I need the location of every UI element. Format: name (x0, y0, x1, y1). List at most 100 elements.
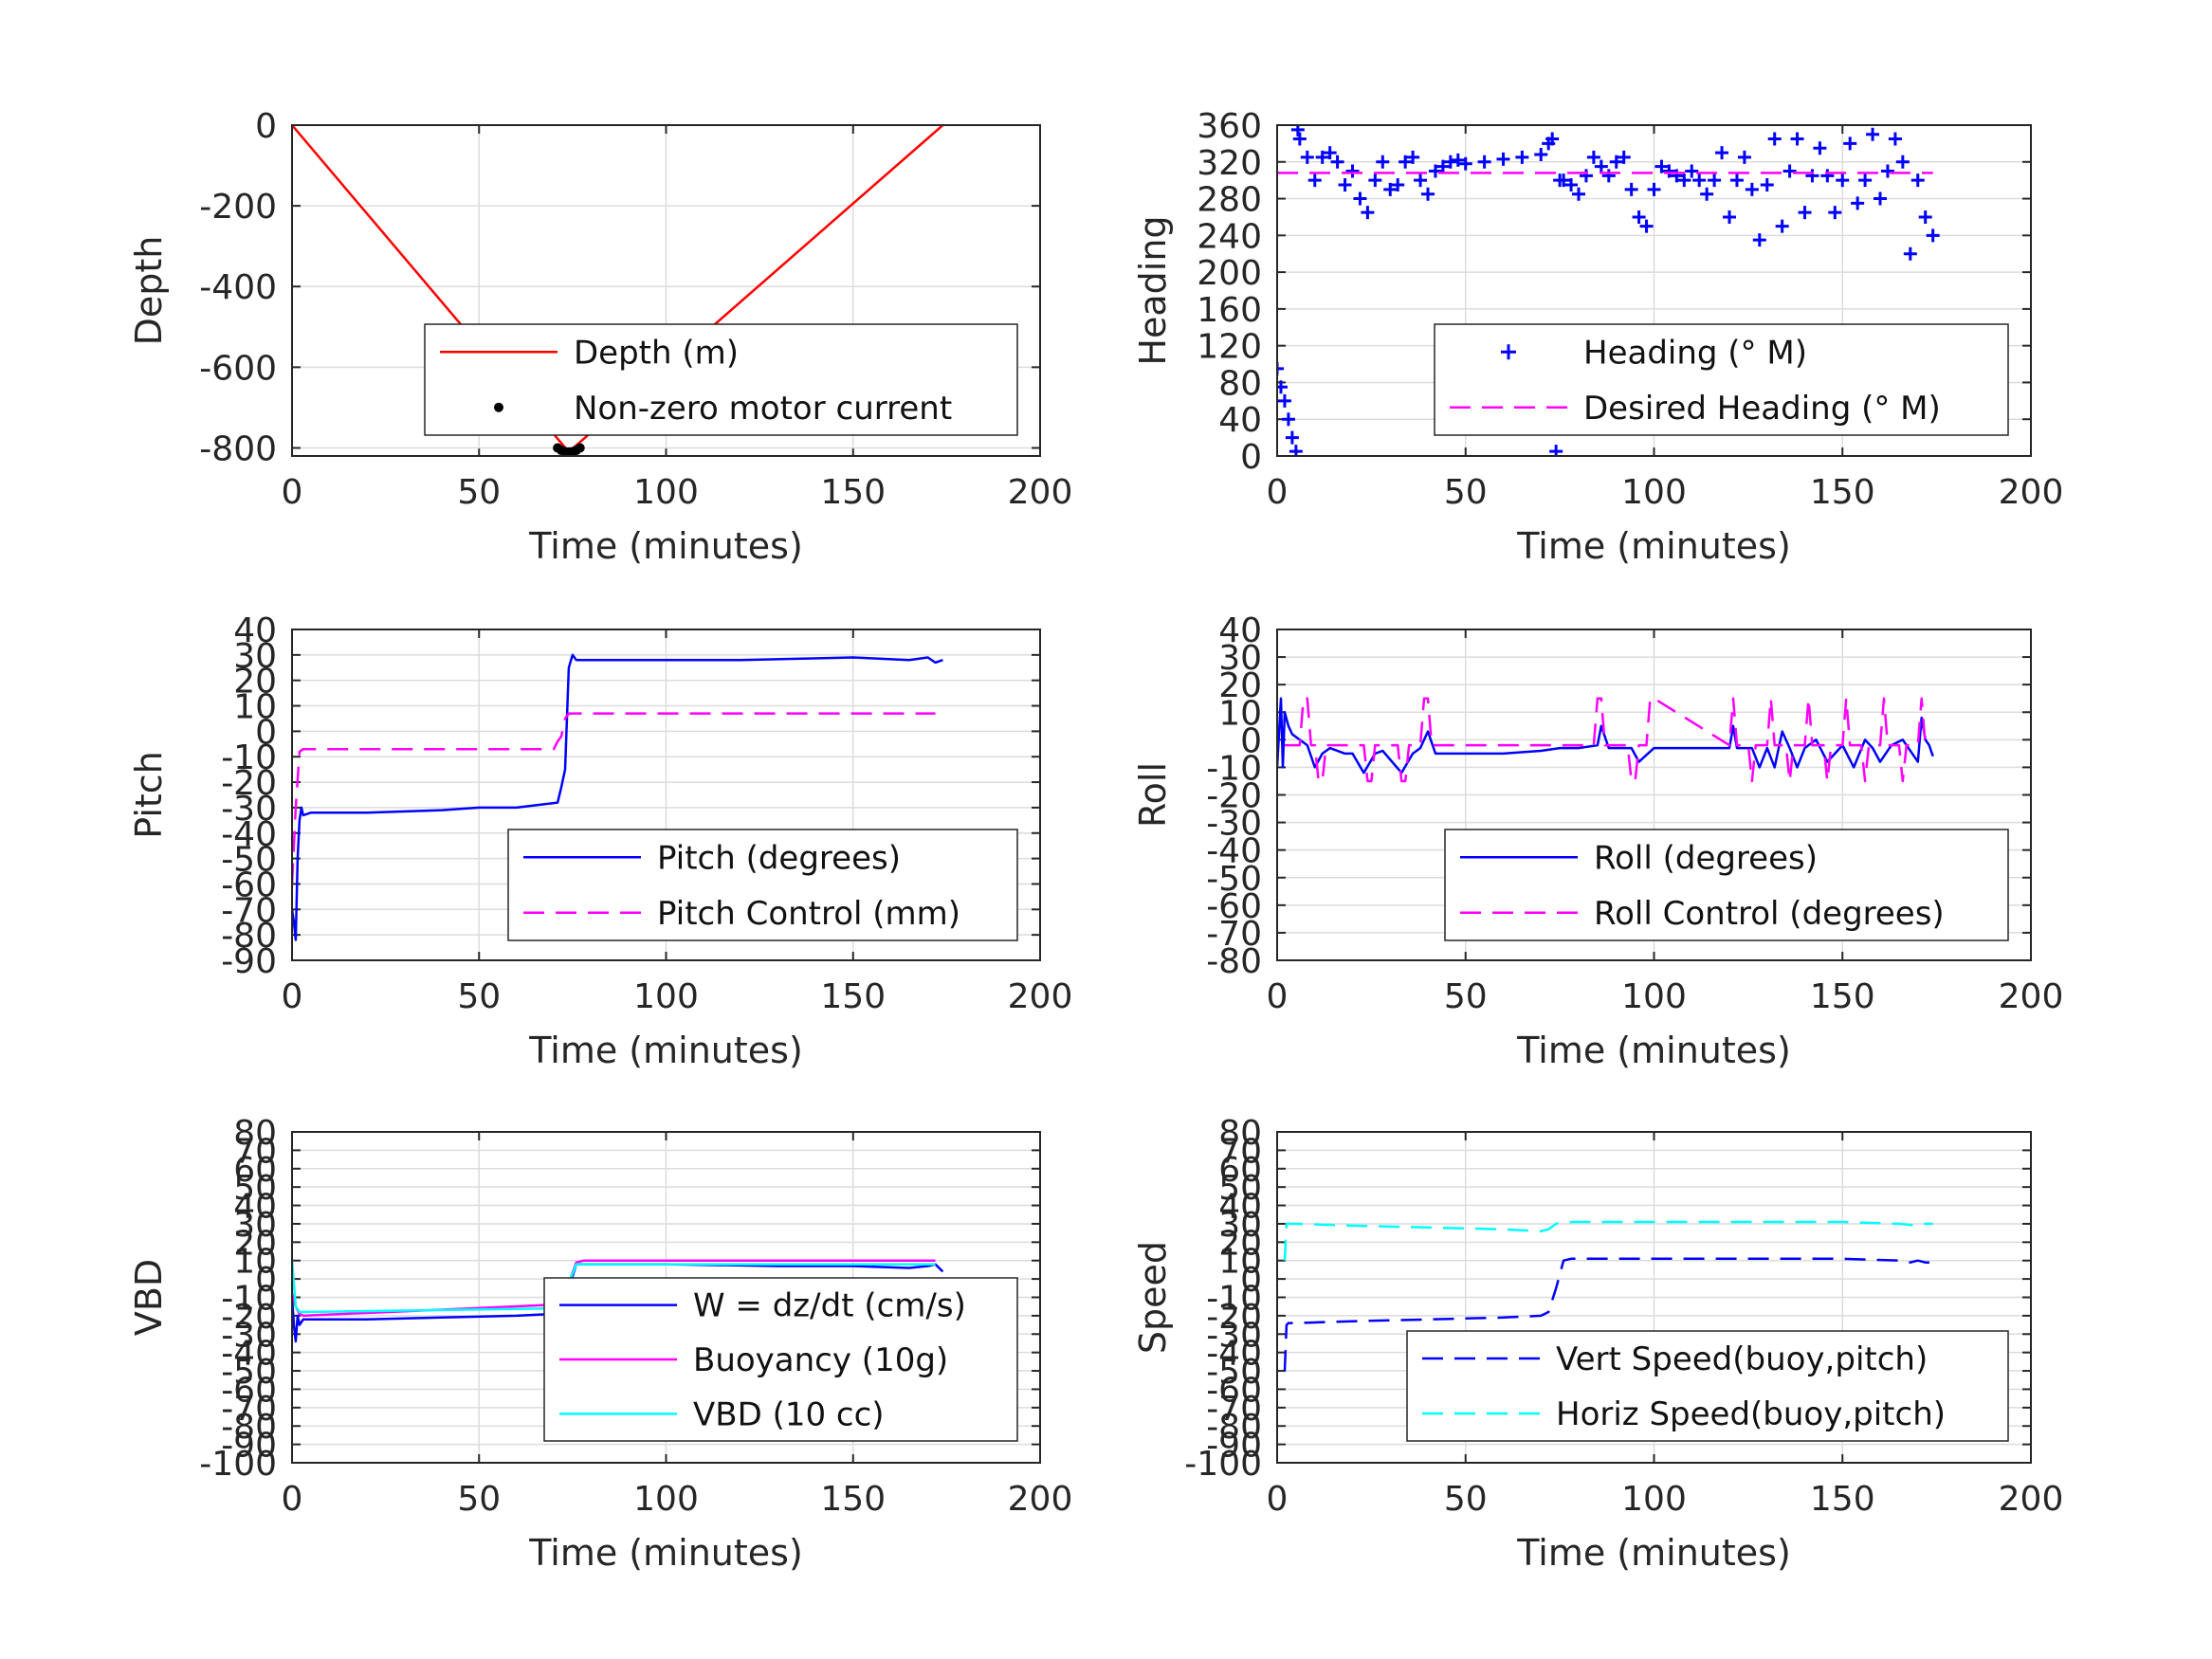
x-axis-label: Time (minutes) (1516, 1532, 1791, 1574)
y-tick-label: -30 (221, 790, 277, 829)
x-axis-label: Time (minutes) (528, 1532, 803, 1574)
legend-swatch (494, 402, 503, 412)
x-tick-label: 50 (457, 1480, 501, 1519)
series-1-point (1435, 159, 1450, 173)
y-tick-label: -90 (221, 942, 277, 981)
x-tick-label: 200 (1008, 1480, 1073, 1519)
y-tick-label: 40 (1218, 611, 1262, 650)
y-tick-label: 60 (233, 1151, 277, 1190)
x-tick-label: 200 (1999, 473, 2064, 512)
series-1-point (1443, 155, 1457, 169)
y-tick-label: 20 (233, 663, 277, 702)
series-1-point (1662, 164, 1676, 178)
series-1-point (1609, 155, 1623, 169)
series-1-point (1300, 150, 1314, 164)
panel-depth: 0 50 100 150 200 0 -200 -400 -600 -800 Time (minut… (128, 107, 1072, 567)
y-tick-label: -60 (221, 866, 277, 904)
series-layer (1277, 697, 1934, 783)
y-tick-label: -70 (1206, 915, 1262, 954)
series-1-point (1926, 228, 1940, 243)
y-tick-label: -10 (221, 738, 277, 777)
series-1-point (1903, 246, 1917, 261)
panel-heading: 0 50 100 150 20004080120160200240280320360Ti… (1132, 107, 2063, 567)
y-tick-label: 40 (233, 611, 277, 650)
series-1-point (1775, 219, 1789, 233)
series-1-point (1805, 169, 1819, 183)
y-tick-label: -400 (199, 268, 277, 307)
series-1-point (1414, 173, 1428, 188)
y-tick-label: 40 (1218, 1188, 1262, 1227)
x-tick-label: 200 (1999, 977, 2064, 1016)
series-1-point (1828, 206, 1842, 220)
y-tick-label: -70 (1206, 1390, 1262, 1429)
series-1-point (1685, 164, 1699, 178)
series-1-point (1836, 173, 1850, 188)
x-axis-label: Time (minutes) (1516, 1030, 1791, 1071)
series-1-point (1737, 150, 1751, 164)
series-1-point (1391, 178, 1405, 192)
series-1-point (1715, 146, 1729, 160)
series-1-point (1534, 148, 1548, 162)
axes-frame (1276, 124, 2032, 457)
y-axis-label: Heading (1132, 215, 1174, 365)
y-tick-label: -40 (221, 815, 277, 854)
series-2-line (1283, 1220, 1933, 1261)
series-1-point (1880, 164, 1894, 178)
x-tick-label: 100 (633, 473, 699, 512)
series-1-point (1277, 380, 1288, 394)
x-tick-label: 200 (1008, 977, 1073, 1016)
y-tick-label: 0 (1240, 1261, 1262, 1300)
y-tick-label: 30 (233, 1206, 277, 1245)
legend-label: Vert Speed(buoy,pitch) (1556, 1340, 1928, 1378)
y-tick-label: 30 (233, 637, 277, 676)
y-tick-label: 60 (1218, 1151, 1262, 1190)
series-1-point (1277, 393, 1291, 408)
series-1-point (1700, 187, 1714, 201)
series-1-point (1496, 152, 1510, 166)
y-tick-label: 80 (233, 1114, 277, 1153)
series-1-point (1670, 169, 1684, 183)
legend-label: Buoyancy (10g) (693, 1341, 948, 1379)
series-1-point (1323, 146, 1337, 160)
legend-box (507, 829, 1018, 941)
legend-label: Depth (m) (574, 334, 739, 372)
y-tick-label: -800 (199, 429, 277, 468)
series-1-point (1353, 191, 1367, 206)
x-axis-label: Time (minutes) (528, 1030, 803, 1071)
x-tick-label: 50 (457, 977, 501, 1016)
series-1-point (1745, 182, 1759, 196)
series-1-point (1866, 127, 1880, 141)
y-tick-label: -90 (1206, 1427, 1262, 1466)
panel-roll: 0 50 100 150 200403020100-10-20-30-40-50-60-… (1132, 611, 2063, 1071)
series-1-point (1918, 210, 1932, 224)
x-tick-label: 50 (1444, 473, 1488, 512)
y-tick-label: 50 (233, 1169, 277, 1208)
y-axis-label: Speed (1132, 1241, 1174, 1354)
y-tick-label: -50 (1206, 860, 1262, 899)
series-1-point (1428, 164, 1442, 178)
y-tick-label: 0 (255, 713, 277, 752)
axes-frame (1276, 629, 2032, 961)
series-1-point (1895, 155, 1910, 169)
series-1-point (1477, 155, 1491, 169)
x-tick-label: 100 (1621, 977, 1687, 1016)
series-1-point (1723, 210, 1736, 224)
y-tick-label: -100 (199, 1445, 277, 1484)
y-tick-label: -40 (1206, 832, 1262, 871)
series-1-point (1586, 150, 1600, 164)
legend-label: W = dz/dt (cm/s) (693, 1287, 966, 1325)
y-tick-label: -30 (1206, 805, 1262, 844)
y-tick-label: 0 (1240, 438, 1262, 477)
y-tick-label: -30 (221, 1316, 277, 1355)
legend-swatch (1501, 344, 1516, 360)
x-tick-label: 150 (820, 473, 886, 512)
y-tick-label: 50 (1218, 1169, 1262, 1208)
legend-box (1444, 829, 2009, 941)
legend-label: Pitch Control (mm) (657, 895, 960, 933)
y-tick-label: 200 (1197, 254, 1262, 293)
series-1-point (1843, 137, 1857, 151)
y-tick-label: -80 (1206, 1408, 1262, 1447)
y-tick-label: -70 (221, 1390, 277, 1429)
panel-pitch: 0 50 100 150 200403020100-10-20-30-40-50-60-… (128, 611, 1072, 1071)
series-1-point (1361, 206, 1375, 220)
